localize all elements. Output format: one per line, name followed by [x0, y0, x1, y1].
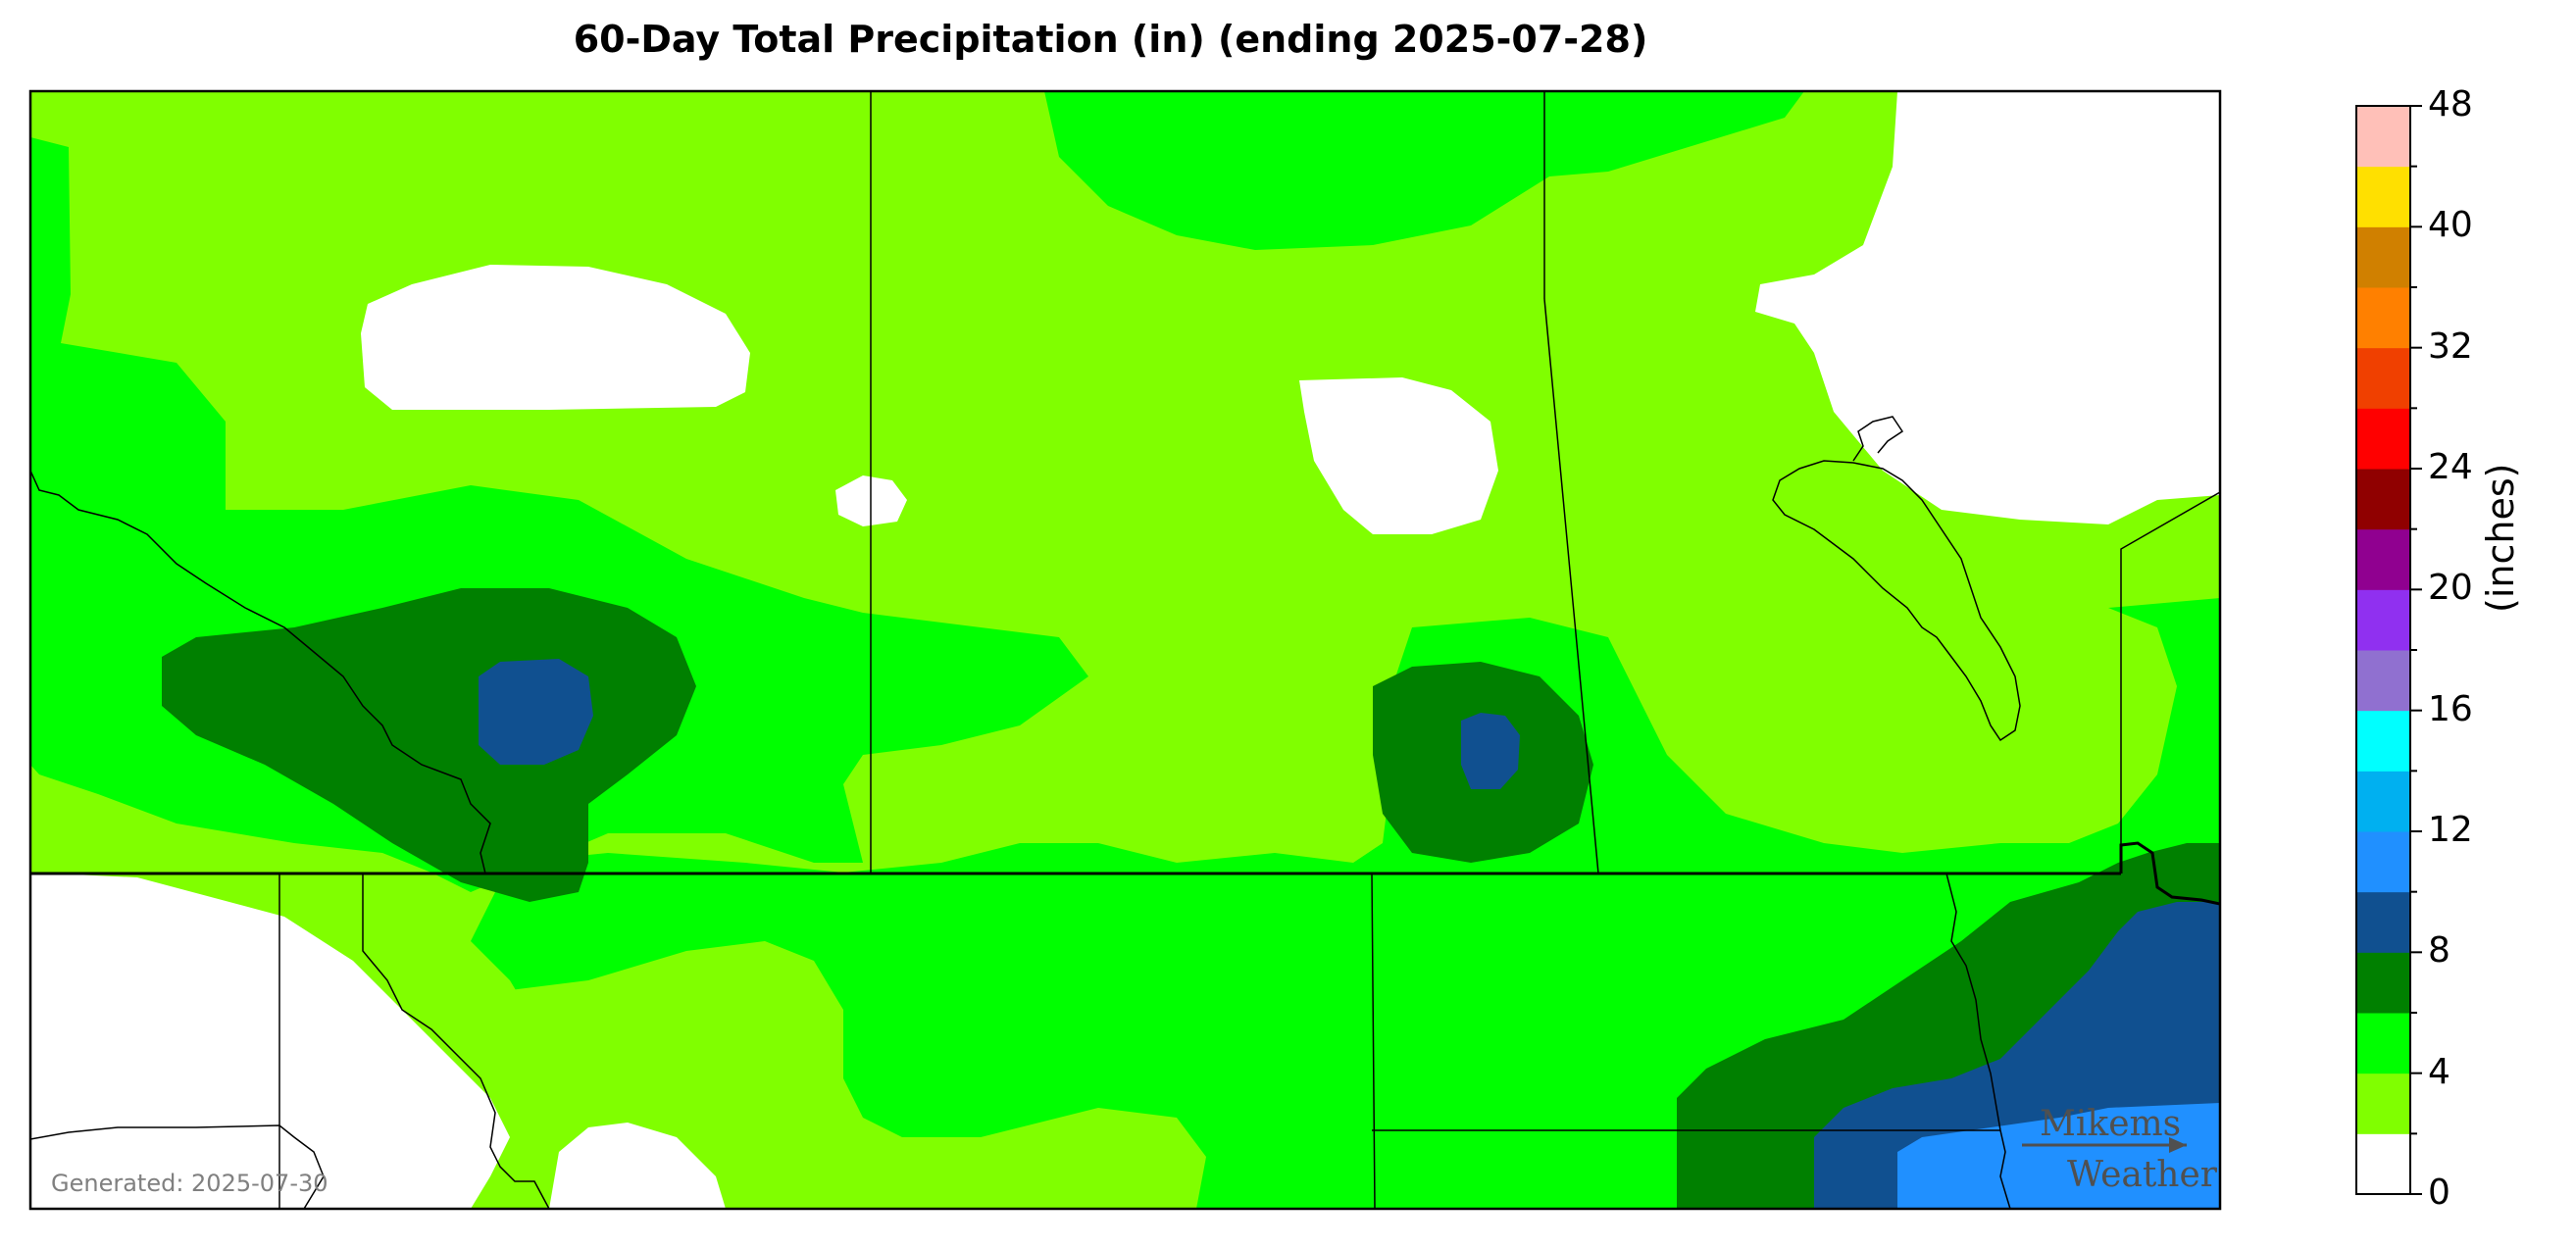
colorbar-tick-label: 8: [2428, 930, 2450, 972]
watermark-line1: Mikems: [2040, 1104, 2181, 1144]
colorbar-tick-label: 16: [2428, 688, 2473, 729]
border-montana-idaho: [362, 874, 550, 1209]
colorbar: [2355, 105, 2422, 1195]
navy-region-center: [1461, 713, 1520, 789]
watermark-logo: Mikems Weather: [2022, 1104, 2218, 1195]
border-us-canada-east: [2119, 841, 2220, 906]
colorbar-unit-label: (inches): [2479, 463, 2522, 613]
colorbar-bin: [2356, 469, 2410, 530]
colorbar-tick-label: 20: [2428, 568, 2473, 609]
colorbar-bin: [2356, 1073, 2410, 1134]
colorbar-bin: [2356, 589, 2410, 651]
navy-region-west: [479, 659, 593, 765]
colorbar-bin: [2356, 650, 2410, 712]
colorbar-bin: [2356, 166, 2410, 227]
white-region-northeast: [1755, 91, 2220, 524]
colorbar-tick-label: 48: [2428, 84, 2473, 125]
border-continental-divide: [30, 470, 491, 874]
colorbar-tick-label: 0: [2428, 1173, 2450, 1213]
white-region-southwest: [30, 873, 510, 1209]
watermark-line2: Weather: [2067, 1155, 2218, 1195]
colorbar-bin: [2356, 891, 2410, 953]
colorbar-bin: [2356, 347, 2410, 409]
border-manitoba-ontario: [2120, 491, 2220, 874]
colorbar-bin: [2356, 106, 2410, 168]
lake-winnipeg-outline: [1772, 416, 2021, 742]
colorbar-tick-label: 4: [2428, 1051, 2450, 1092]
border-montana-nd: [1371, 873, 1376, 1209]
map-title: 60-Day Total Precipitation (in) (ending …: [573, 18, 1648, 61]
green-region-north: [1044, 91, 1804, 250]
watermark-arrowhead: [2169, 1137, 2187, 1153]
colorbar-bin: [2356, 226, 2410, 288]
colorbar-bin: [2356, 408, 2410, 470]
colorbar-bin: [2356, 287, 2410, 349]
colorbar-bin: [2356, 710, 2410, 772]
boundary-lines: [30, 91, 2220, 1209]
colorbar-bin: [2356, 1013, 2410, 1074]
border-oregon-idaho: [30, 1124, 325, 1209]
colorbar-tick-label: 40: [2428, 205, 2473, 246]
map-frame: [28, 89, 2222, 1211]
colorbar-bin: [2356, 952, 2410, 1014]
white-region-northwest: [361, 265, 750, 410]
colorbar-bin: [2356, 831, 2410, 893]
colorbar-bin: [2356, 1133, 2410, 1195]
blue-region-southeast: [1897, 1103, 2220, 1209]
white-region-south: [549, 1123, 726, 1209]
colorbar-tick-label: 12: [2428, 810, 2473, 850]
border-nd-minnesota: [1945, 873, 2011, 1209]
colorbar-tick-label: 32: [2428, 325, 2473, 367]
border-sask-manitoba: [1543, 298, 1599, 874]
colorbar-bin: [2356, 771, 2410, 832]
generated-date: Generated: 2025-07-30: [51, 1170, 328, 1197]
precip-field: [30, 91, 2220, 1209]
white-region-center: [1299, 377, 1498, 534]
colorbar-tick-label: 24: [2428, 447, 2473, 487]
colorbar-bin: [2356, 528, 2410, 590]
